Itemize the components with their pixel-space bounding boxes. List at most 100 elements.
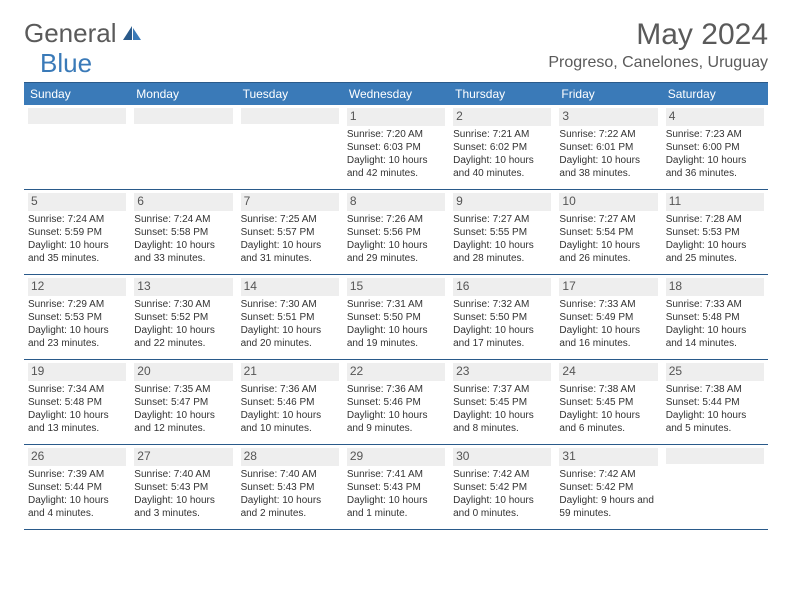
day-number: 12 — [28, 278, 126, 296]
sunset-text: Sunset: 5:50 PM — [347, 311, 445, 324]
daylight-text: Daylight: 10 hours and 12 minutes. — [134, 409, 232, 435]
title-block: May 2024 Progreso, Canelones, Uruguay — [548, 18, 768, 72]
day-number: 8 — [347, 193, 445, 211]
day-info: Sunrise: 7:36 AMSunset: 5:46 PMDaylight:… — [241, 383, 339, 435]
sail-icon — [121, 24, 143, 47]
daylight-text: Daylight: 10 hours and 25 minutes. — [666, 239, 764, 265]
sunset-text: Sunset: 5:53 PM — [28, 311, 126, 324]
day-number — [28, 108, 126, 124]
week-row: 12 Sunrise: 7:29 AMSunset: 5:53 PMDayligh… — [24, 275, 768, 360]
day-number: 4 — [666, 108, 764, 126]
day-number: 18 — [666, 278, 764, 296]
sunset-text: Sunset: 5:44 PM — [28, 481, 126, 494]
day-info: Sunrise: 7:41 AMSunset: 5:43 PMDaylight:… — [347, 468, 445, 520]
sunrise-text: Sunrise: 7:21 AM — [453, 128, 551, 141]
day-number: 6 — [134, 193, 232, 211]
day-number: 26 — [28, 448, 126, 466]
daylight-text: Daylight: 10 hours and 28 minutes. — [453, 239, 551, 265]
week-row: 1Sunrise: 7:20 AMSunset: 6:03 PMDaylight… — [24, 105, 768, 190]
sunset-text: Sunset: 5:47 PM — [134, 396, 232, 409]
daylight-text: Daylight: 10 hours and 31 minutes. — [241, 239, 339, 265]
daylight-text: Daylight: 10 hours and 33 minutes. — [134, 239, 232, 265]
sunset-text: Sunset: 5:52 PM — [134, 311, 232, 324]
day-cell: 25Sunrise: 7:38 AMSunset: 5:44 PMDayligh… — [662, 360, 768, 444]
sunset-text: Sunset: 6:01 PM — [559, 141, 657, 154]
day-header-sunday: Sunday — [24, 83, 130, 105]
sunset-text: Sunset: 5:46 PM — [241, 396, 339, 409]
day-cell: 5Sunrise: 7:24 AMSunset: 5:59 PMDaylight… — [24, 190, 130, 274]
day-cell: 24Sunrise: 7:38 AMSunset: 5:45 PMDayligh… — [555, 360, 661, 444]
day-cell: 3Sunrise: 7:22 AMSunset: 6:01 PMDaylight… — [555, 105, 661, 189]
sunrise-text: Sunrise: 7:34 AM — [28, 383, 126, 396]
day-number — [241, 108, 339, 124]
sunrise-text: Sunrise: 7:40 AM — [241, 468, 339, 481]
day-info: Sunrise: 7:42 AMSunset: 5:42 PMDaylight:… — [453, 468, 551, 520]
day-number: 19 — [28, 363, 126, 381]
sunset-text: Sunset: 5:46 PM — [347, 396, 445, 409]
sunset-text: Sunset: 5:50 PM — [453, 311, 551, 324]
daylight-text: Daylight: 9 hours and 59 minutes. — [559, 494, 657, 520]
sunset-text: Sunset: 6:00 PM — [666, 141, 764, 154]
day-cell: 30 Sunrise: 7:42 AMSunset: 5:42 PMDayligh… — [449, 445, 555, 529]
day-number: 17 — [559, 278, 657, 296]
daylight-text: Daylight: 10 hours and 40 minutes. — [453, 154, 551, 180]
day-number: 13 — [134, 278, 232, 296]
day-cell: 10Sunrise: 7:27 AMSunset: 5:54 PMDayligh… — [555, 190, 661, 274]
daylight-text: Daylight: 10 hours and 14 minutes. — [666, 324, 764, 350]
day-cell: 18Sunrise: 7:33 AMSunset: 5:48 PMDayligh… — [662, 275, 768, 359]
day-cell: 14Sunrise: 7:30 AMSunset: 5:51 PMDayligh… — [237, 275, 343, 359]
day-cell — [237, 105, 343, 189]
day-cell: 9Sunrise: 7:27 AMSunset: 5:55 PMDaylight… — [449, 190, 555, 274]
sunset-text: Sunset: 5:55 PM — [453, 226, 551, 239]
daylight-text: Daylight: 10 hours and 19 minutes. — [347, 324, 445, 350]
daylight-text: Daylight: 10 hours and 1 minute. — [347, 494, 445, 520]
day-cell: 21Sunrise: 7:36 AMSunset: 5:46 PMDayligh… — [237, 360, 343, 444]
day-cell: 23Sunrise: 7:37 AMSunset: 5:45 PMDayligh… — [449, 360, 555, 444]
day-cell: 1Sunrise: 7:20 AMSunset: 6:03 PMDaylight… — [343, 105, 449, 189]
daylight-text: Daylight: 10 hours and 38 minutes. — [559, 154, 657, 180]
day-number: 11 — [666, 193, 764, 211]
day-info: Sunrise: 7:38 AMSunset: 5:45 PMDaylight:… — [559, 383, 657, 435]
day-info: Sunrise: 7:24 AMSunset: 5:59 PMDaylight:… — [28, 213, 126, 265]
daylight-text: Daylight: 10 hours and 16 minutes. — [559, 324, 657, 350]
daylight-text: Daylight: 10 hours and 36 minutes. — [666, 154, 764, 180]
sunrise-text: Sunrise: 7:40 AM — [134, 468, 232, 481]
day-info: Sunrise: 7:29 AMSunset: 5:53 PMDaylight:… — [28, 298, 126, 350]
day-cell: 4 Sunrise: 7:23 AMSunset: 6:00 PMDaylight… — [662, 105, 768, 189]
day-number — [666, 448, 764, 464]
week-row: 26Sunrise: 7:39 AMSunset: 5:44 PMDayligh… — [24, 445, 768, 530]
day-info: Sunrise: 7:21 AMSunset: 6:02 PMDaylight:… — [453, 128, 551, 180]
day-cell — [24, 105, 130, 189]
day-header-saturday: Saturday — [662, 83, 768, 105]
sunset-text: Sunset: 5:43 PM — [347, 481, 445, 494]
day-number: 28 — [241, 448, 339, 466]
week-row: 5Sunrise: 7:24 AMSunset: 5:59 PMDaylight… — [24, 190, 768, 275]
weeks-container: 1Sunrise: 7:20 AMSunset: 6:03 PMDaylight… — [24, 105, 768, 530]
sunrise-text: Sunrise: 7:30 AM — [241, 298, 339, 311]
day-header-tuesday: Tuesday — [237, 83, 343, 105]
sunset-text: Sunset: 6:02 PM — [453, 141, 551, 154]
day-cell: 17Sunrise: 7:33 AMSunset: 5:49 PMDayligh… — [555, 275, 661, 359]
day-number: 7 — [241, 193, 339, 211]
day-info: Sunrise: 7:25 AMSunset: 5:57 PMDaylight:… — [241, 213, 339, 265]
daylight-text: Daylight: 10 hours and 2 minutes. — [241, 494, 339, 520]
day-cell: 29Sunrise: 7:41 AMSunset: 5:43 PMDayligh… — [343, 445, 449, 529]
day-number: 22 — [347, 363, 445, 381]
day-number: 30 — [453, 448, 551, 466]
day-info: Sunrise: 7:28 AMSunset: 5:53 PMDaylight:… — [666, 213, 764, 265]
sunrise-text: Sunrise: 7:33 AM — [559, 298, 657, 311]
day-cell: 2Sunrise: 7:21 AMSunset: 6:02 PMDaylight… — [449, 105, 555, 189]
daylight-text: Daylight: 10 hours and 29 minutes. — [347, 239, 445, 265]
day-number: 10 — [559, 193, 657, 211]
daylight-text: Daylight: 10 hours and 3 minutes. — [134, 494, 232, 520]
day-info: Sunrise: 7:23 AMSunset: 6:00 PMDaylight:… — [666, 128, 764, 180]
sunrise-text: Sunrise: 7:32 AM — [453, 298, 551, 311]
daylight-text: Daylight: 10 hours and 9 minutes. — [347, 409, 445, 435]
logo-sub: Blue — [40, 48, 92, 79]
sunset-text: Sunset: 5:51 PM — [241, 311, 339, 324]
daylight-text: Daylight: 10 hours and 10 minutes. — [241, 409, 339, 435]
day-cell: 13 Sunrise: 7:30 AMSunset: 5:52 PMDayligh… — [130, 275, 236, 359]
day-info: Sunrise: 7:30 AMSunset: 5:52 PMDaylight:… — [134, 298, 232, 350]
day-number: 20 — [134, 363, 232, 381]
day-number: 25 — [666, 363, 764, 381]
